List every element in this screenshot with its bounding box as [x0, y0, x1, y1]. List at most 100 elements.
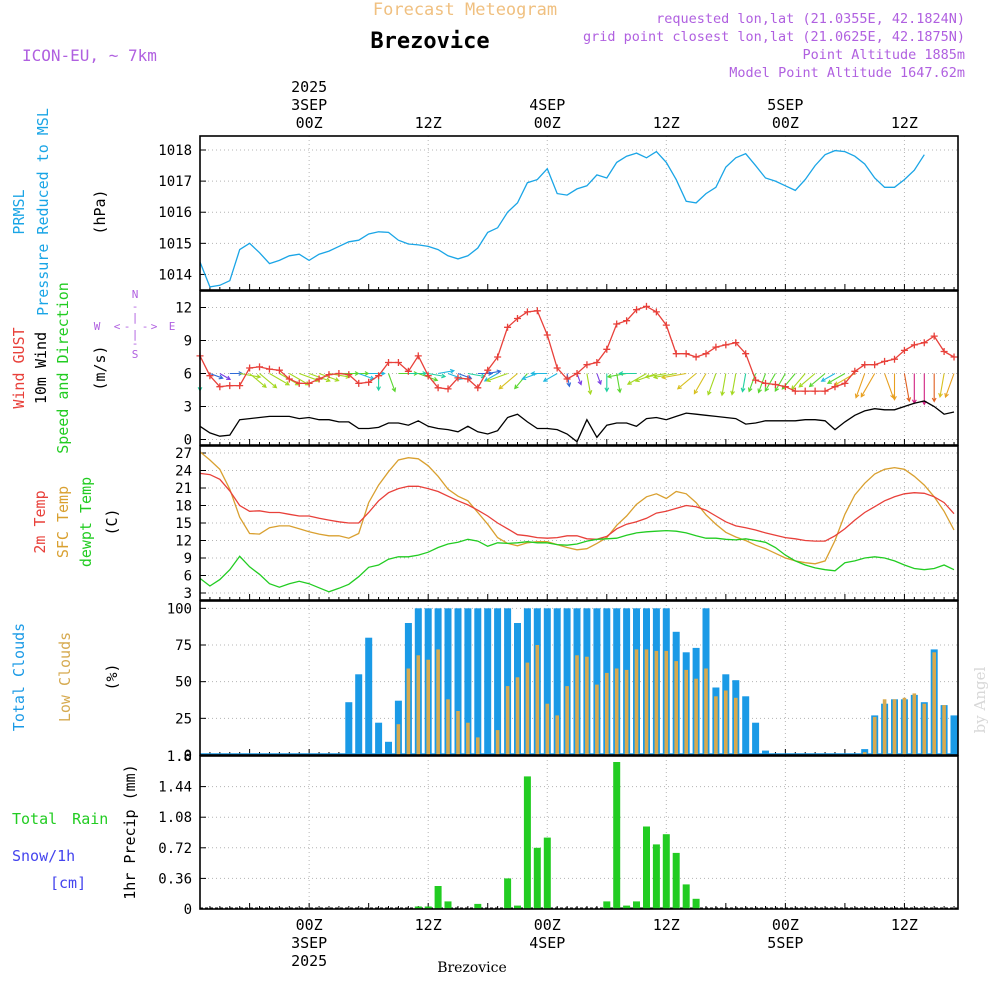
temp-2m-line: [199, 472, 955, 542]
wind-arrow: [498, 373, 518, 390]
bottom-hour-label: 12Z: [891, 916, 918, 934]
total-clouds-label: Total Clouds: [10, 623, 28, 731]
rain-bar: [672, 852, 680, 909]
total-cloud-bar: [464, 608, 472, 755]
wind-gust-point: [513, 315, 521, 322]
top-hour-label: 00Z: [772, 114, 799, 132]
rain-bar: [424, 906, 432, 909]
temperature-frame: [199, 445, 959, 601]
low-cloud-bar: [515, 677, 520, 755]
total-cloud-bar: [593, 608, 601, 755]
wind-gust-point: [593, 359, 601, 366]
wind-10m-line: [199, 400, 955, 443]
rain-bar: [692, 898, 700, 909]
wind-ytick-label: 9: [184, 334, 192, 350]
wind-gust-point: [434, 384, 442, 392]
low-clouds-label: Low Clouds: [56, 632, 74, 722]
low-cloud-bar: [872, 716, 877, 755]
wind-gust-point: [355, 379, 363, 387]
wind-gust-point: [335, 370, 343, 377]
wind-gust-point: [315, 375, 323, 383]
wind-arrow: [239, 372, 262, 379]
low-cloud-bar: [614, 668, 619, 755]
low-cloud-bar: [476, 737, 480, 755]
precip-bars: [200, 762, 958, 909]
temperature-ytick-label: 27: [175, 446, 192, 462]
compass-n-arrow: -: [132, 300, 139, 313]
low-cloud-bar: [922, 703, 927, 755]
wind-gust-point: [851, 367, 859, 375]
wind-arrow: [586, 373, 593, 396]
clouds-ytick-label: 50: [175, 675, 192, 691]
wind-gust-point: [891, 355, 899, 363]
wind-arrow: [576, 373, 583, 386]
sfc-temp-series: [199, 451, 955, 565]
pressure-ytick-label: 1016: [158, 205, 192, 221]
bottom-date-label: 4SEP: [529, 934, 565, 952]
low-cloud-bar: [436, 649, 440, 755]
wind-arrow: [944, 373, 955, 399]
total-cloud-bar: [375, 722, 383, 755]
temperature-ytick-label: 9: [184, 551, 192, 567]
low-cloud-bar: [862, 752, 867, 755]
wind-gust-point: [375, 372, 383, 380]
wind-arrow: [892, 373, 897, 401]
low-cloud-bar: [585, 656, 589, 755]
low-cloud-bar: [624, 669, 629, 755]
pressure-ytick-label: 1017: [158, 174, 192, 190]
low-cloud-bar: [704, 668, 708, 755]
wind-arrow: [487, 369, 502, 375]
wind-gust-point: [573, 370, 581, 377]
meteogram-title: Forecast Meteogram: [373, 0, 557, 20]
wind-gust-point: [444, 385, 452, 393]
low-cloud-bar: [565, 686, 569, 755]
precip-unit: 1hr Precip (mm): [121, 764, 139, 899]
wind-arrow: [798, 373, 816, 388]
temperature-ytick-label: 21: [175, 481, 192, 497]
pressure-unit: (hPa): [91, 189, 109, 234]
wind-gust-point: [930, 332, 938, 340]
top-hour-label: 12Z: [891, 114, 918, 132]
rain-bar: [514, 905, 521, 909]
rain-bar: [504, 878, 512, 909]
wind-gust-point: [454, 374, 462, 382]
wind-gust-point: [404, 367, 412, 375]
total-cloud-bar: [345, 702, 353, 755]
total-cloud-bar: [950, 715, 958, 755]
low-cloud-bar: [575, 655, 579, 755]
model-label: ICON-EU, ~ 7km: [22, 46, 157, 65]
low-cloud-bar: [684, 669, 688, 755]
wind-gust-point: [295, 379, 303, 387]
wind-gust-point: [672, 350, 680, 358]
compass-s-line: |: [132, 328, 139, 341]
wind-arrow: [774, 373, 786, 393]
total-cloud-bar: [553, 608, 561, 755]
wind-gust-point: [950, 353, 958, 361]
precipitation-ytick-label: 1.8: [167, 749, 192, 765]
wind-ytick-label: 3: [184, 400, 192, 416]
sfc-temp-label: SFC Temp: [54, 486, 72, 558]
wind-gust-point: [722, 341, 730, 349]
bottom-hour-label: 12Z: [415, 916, 442, 934]
total-cloud-bar: [543, 608, 551, 755]
low-cloud-bar: [535, 645, 540, 755]
rain-bar: [643, 826, 650, 909]
precipitation-ytick-label: 0: [184, 902, 192, 918]
compass-e-line: -: [142, 320, 149, 333]
wind-gust-point: [464, 375, 472, 383]
temperature-ytick-label: 3: [184, 586, 192, 602]
wind-arrow: [903, 373, 912, 403]
low-cloud-bar: [446, 699, 450, 755]
precipitation-ytick-label: 0.36: [158, 871, 192, 887]
total-cloud-bar: [861, 749, 869, 755]
wind-gust-point: [603, 345, 611, 353]
wind-gust-point: [623, 317, 631, 325]
compass-s-arrow: -: [132, 337, 139, 350]
wind-arrow: [854, 373, 866, 399]
low-cloud-bar: [892, 699, 897, 755]
rain-bar: [623, 905, 631, 909]
wind-ytick-label: 0: [184, 433, 192, 449]
wind-gust-point: [682, 350, 690, 358]
wind-gust-point: [325, 371, 333, 379]
wind-gust-point: [523, 308, 531, 316]
